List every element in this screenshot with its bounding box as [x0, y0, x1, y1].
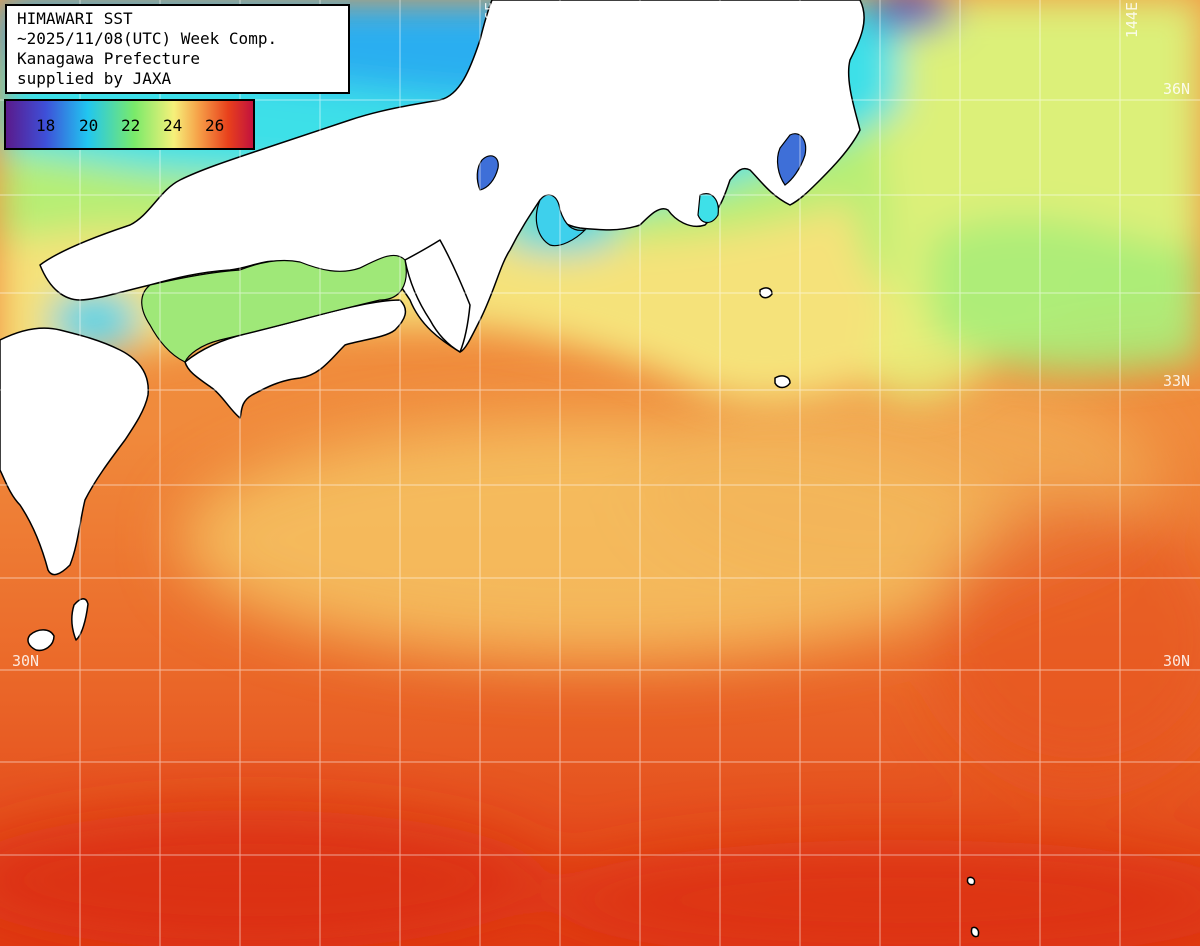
- legend-tick-22: 22: [121, 116, 141, 135]
- lat-label-30n-left: 30N: [12, 652, 40, 670]
- lat-label-33n: 33N: [1163, 372, 1191, 390]
- suruga-bay: [697, 193, 719, 224]
- izu-islands: [774, 375, 791, 389]
- ise-bay: [535, 194, 587, 247]
- seto-inland-sea: [141, 254, 407, 363]
- temperature-color-legend: 18 20 22 24 26: [4, 99, 255, 150]
- lon-label-144e: 144E: [1123, 2, 1141, 39]
- kii-peninsula: [404, 239, 471, 353]
- lon-label-136e: 136E: [482, 2, 500, 39]
- data-source: supplied by JAXA: [17, 69, 172, 88]
- legend-tick-26: 26: [205, 116, 225, 135]
- inland-waters: [141, 133, 807, 363]
- map-info-box: HIMAWARI SST ~2025/11/08(UTC) Week Comp.…: [5, 4, 350, 94]
- legend-tick-24: 24: [163, 116, 183, 135]
- composite-date: ~2025/11/08(UTC) Week Comp.: [17, 29, 278, 48]
- provider-prefecture: Kanagawa Prefecture: [17, 49, 201, 68]
- legend-tick-18: 18: [36, 116, 56, 135]
- product-title: HIMAWARI SST: [17, 9, 133, 28]
- lake-biwa: [476, 155, 499, 191]
- lat-label-36n: 36N: [1163, 80, 1191, 98]
- legend-tick-20: 20: [79, 116, 99, 135]
- tokyo-bay: [776, 133, 807, 186]
- yakushima-island: [27, 629, 55, 652]
- lat-label-30n-right: 30N: [1163, 652, 1191, 670]
